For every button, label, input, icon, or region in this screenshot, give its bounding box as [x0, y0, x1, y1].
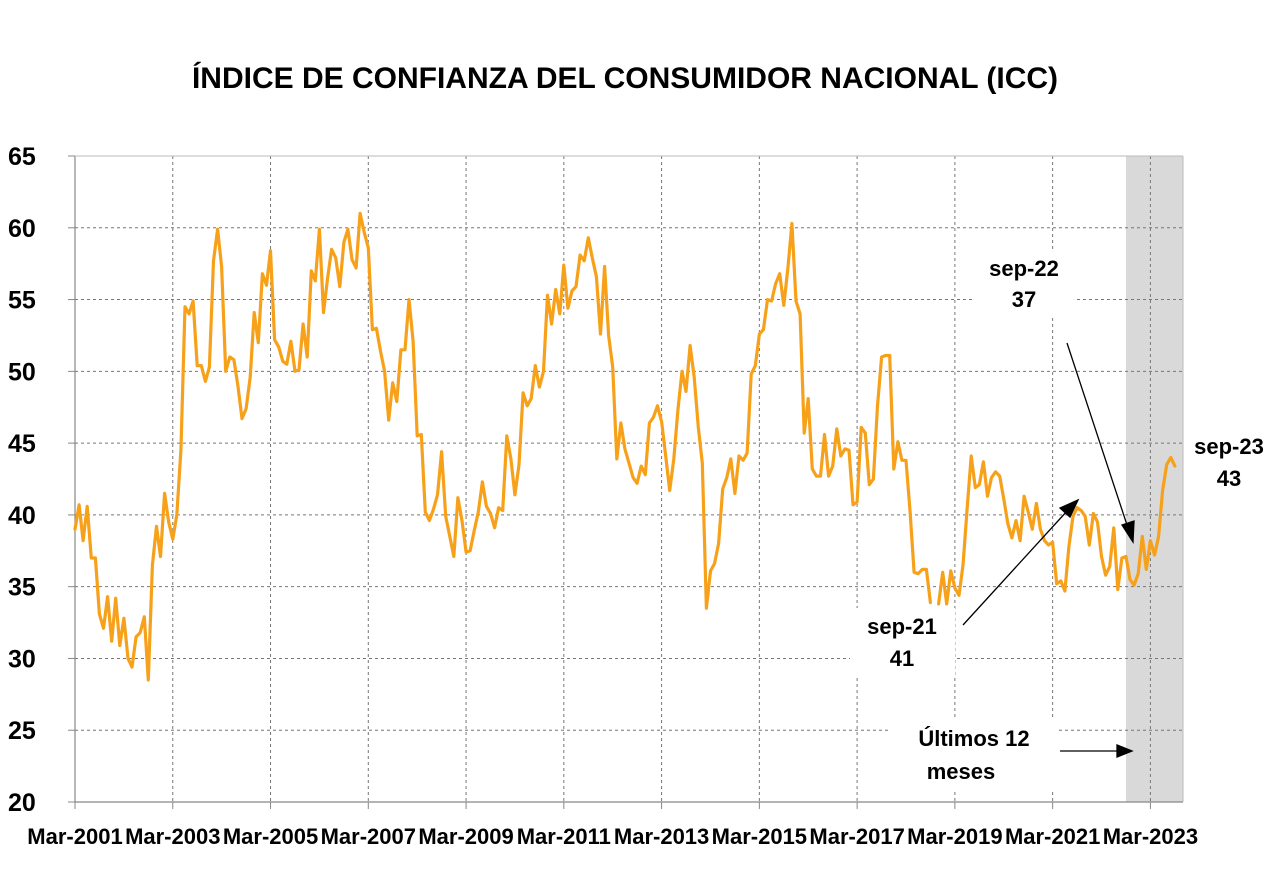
ytick-label-55: 55 — [8, 287, 36, 315]
ytick-label-45: 45 — [8, 430, 36, 458]
arrow-sep22-head — [1120, 520, 1135, 545]
annotation-arrows — [962, 342, 1135, 758]
xtick-label-4: Mar-2009 — [418, 824, 513, 849]
ytick-label-35: 35 — [8, 574, 36, 602]
ytick-label-30: 30 — [8, 645, 36, 673]
xtick-label-6: Mar-2013 — [614, 824, 709, 849]
arrow-sep21 — [962, 509, 1069, 626]
xtick-label-8: Mar-2017 — [809, 824, 904, 849]
annotation-sep22-date: sep-22 — [989, 256, 1059, 281]
annotation-last12-line2: meses — [927, 759, 996, 784]
ytick-label-60: 60 — [8, 215, 36, 243]
xtick-label-7: Mar-2015 — [712, 824, 807, 849]
xtick-label-11: Mar-2023 — [1103, 824, 1198, 849]
chart-title: ÍNDICE DE CONFIANZA DEL CONSUMIDOR NACIO… — [191, 62, 1059, 95]
axes — [68, 155, 1184, 809]
arrow-sep22 — [1066, 342, 1129, 529]
label-bg-sep21 — [850, 608, 955, 676]
arrow-last12-head — [1116, 744, 1134, 758]
shaded-region — [1125, 156, 1183, 802]
ytick-label-65: 65 — [8, 143, 36, 171]
xtick-label-2: Mar-2005 — [223, 824, 318, 849]
ytick-label-20: 20 — [8, 789, 36, 817]
annotation-sep23-date: sep-23 — [1194, 434, 1264, 459]
arrow-sep21-head — [1058, 498, 1080, 519]
series-line-icc — [73, 211, 1177, 682]
annotation-sep22-value: 37 — [1012, 287, 1036, 312]
ytick-label-40: 40 — [8, 502, 36, 530]
xtick-label-10: Mar-2021 — [1005, 824, 1100, 849]
label-bg-sep22 — [972, 252, 1077, 318]
annotation-sep21-date: sep-21 — [867, 614, 937, 639]
xtick-label-0: Mar-2001 — [27, 824, 122, 849]
annotation-last12-line1: Últimos 12 — [918, 726, 1029, 751]
xtick-label-9: Mar-2019 — [907, 824, 1002, 849]
label-bg-last12 — [888, 720, 1058, 790]
xtick-label-3: Mar-2007 — [321, 824, 416, 849]
annotation-sep23-value: 43 — [1217, 466, 1241, 491]
annotation-sep21-value: 41 — [890, 646, 914, 671]
xtick-label-1: Mar-2003 — [125, 824, 220, 849]
ytick-label-25: 25 — [8, 717, 36, 745]
ytick-label-50: 50 — [8, 358, 36, 386]
xtick-label-5: Mar-2011 — [517, 824, 611, 849]
